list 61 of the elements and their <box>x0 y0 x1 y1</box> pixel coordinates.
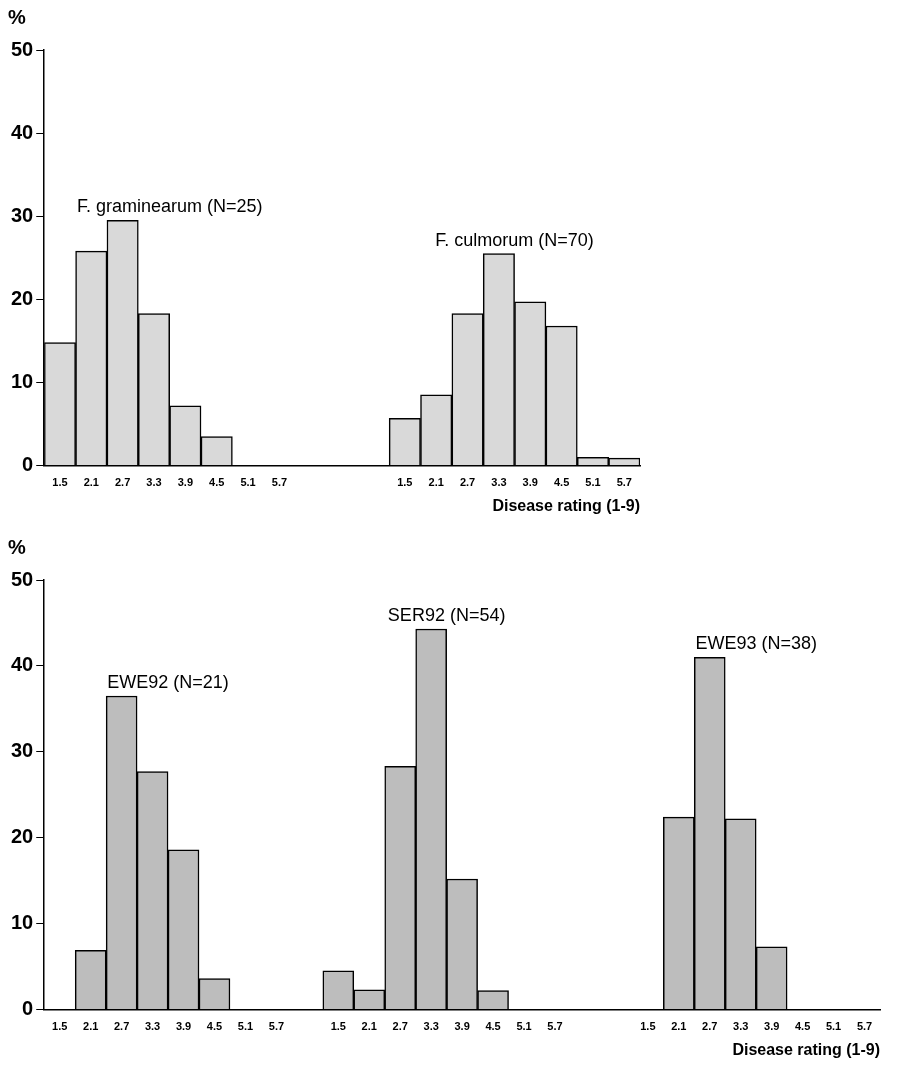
series-label: EWE93 (N=38) <box>695 633 817 654</box>
x-tick-label: 5.7 <box>547 1020 563 1033</box>
x-tick-label: 4.5 <box>485 1020 501 1033</box>
series-label: F. graminearum (N=25) <box>76 196 263 217</box>
x-tick-label: 4.5 <box>794 1020 811 1033</box>
y-tick-label: 20 <box>11 825 34 848</box>
y-axis-title: % <box>8 536 26 558</box>
x-tick-label: 3.3 <box>733 1020 749 1033</box>
y-tick-label: 0 <box>22 453 34 476</box>
x-tick-label: 1.5 <box>330 1020 346 1033</box>
x-tick-label: 5.7 <box>616 476 632 489</box>
x-tick-label: 1.5 <box>52 476 68 489</box>
y-tick-label: 0 <box>22 997 34 1020</box>
x-tick-label: 2.1 <box>361 1020 377 1033</box>
x-axis-title: Disease rating (1-9) <box>492 496 640 514</box>
x-tick-label: 3.9 <box>522 476 538 489</box>
x-tick-label: 5.1 <box>240 476 256 489</box>
x-tick-label: 5.7 <box>271 476 288 489</box>
x-tick-label: 3.3 <box>491 476 507 489</box>
x-tick-label: 5.1 <box>585 476 601 489</box>
x-tick-label: 3.3 <box>146 476 162 489</box>
x-tick-label: 2.1 <box>83 1020 99 1033</box>
x-tick-label: 2.7 <box>459 476 476 489</box>
y-tick-label: 10 <box>11 370 34 392</box>
x-tick-label: 3.3 <box>423 1020 439 1033</box>
y-tick-label: 40 <box>11 653 34 676</box>
x-tick-label: 3.9 <box>175 1020 192 1033</box>
y-tick-label: 30 <box>11 203 34 226</box>
series-label: SER92 (N=54) <box>387 604 506 625</box>
x-tick-label: 1.5 <box>640 1020 656 1033</box>
x-tick-label: 5.7 <box>268 1020 285 1033</box>
x-tick-label: 4.5 <box>206 1020 223 1033</box>
series-label: EWE92 (N=21) <box>107 671 229 692</box>
x-tick-label: 4.5 <box>209 476 225 489</box>
x-tick-label: 2.1 <box>671 1020 687 1033</box>
x-tick-label: 2.1 <box>428 476 444 489</box>
x-tick-label: 2.7 <box>114 476 131 489</box>
x-tick-label: 4.5 <box>553 476 570 489</box>
y-tick-label: 50 <box>11 37 34 60</box>
x-tick-label: 2.1 <box>83 476 99 489</box>
x-tick-label: 3.9 <box>454 1020 470 1033</box>
x-axis-title: Disease rating (1-9) <box>732 1040 880 1058</box>
y-tick-label: 10 <box>11 911 34 934</box>
x-tick-label: 2.7 <box>702 1020 718 1033</box>
x-tick-label: 1.5 <box>52 1020 68 1033</box>
x-tick-label: 5.1 <box>825 1020 842 1033</box>
x-tick-label: 5.1 <box>237 1020 254 1033</box>
y-tick-label: 20 <box>11 286 34 309</box>
y-axis-title: % <box>8 6 26 28</box>
x-tick-label: 2.7 <box>392 1020 408 1033</box>
x-tick-label: 5.7 <box>856 1020 873 1033</box>
y-tick-label: 50 <box>11 567 34 590</box>
y-tick-label: 30 <box>11 739 34 762</box>
x-tick-label: 3.3 <box>144 1020 161 1033</box>
x-tick-label: 5.1 <box>516 1020 532 1033</box>
y-tick-label: 40 <box>11 120 34 143</box>
x-tick-label: 3.9 <box>177 476 193 489</box>
x-tick-label: 2.7 <box>113 1020 130 1033</box>
x-tick-label: 1.5 <box>397 476 413 489</box>
x-tick-label: 3.9 <box>764 1020 780 1033</box>
series-label: F. culmorum (N=70) <box>435 229 594 250</box>
